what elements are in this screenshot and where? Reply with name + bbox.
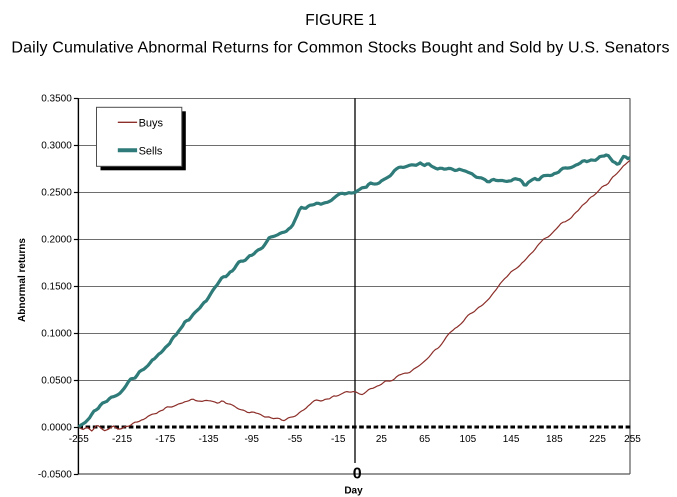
svg-text:-0.0500: -0.0500 [38, 469, 72, 480]
svg-text:0.2000: 0.2000 [41, 234, 72, 245]
svg-text:0.1000: 0.1000 [41, 328, 72, 339]
svg-text:225: 225 [589, 434, 606, 445]
svg-text:FIGURE 1: FIGURE 1 [305, 12, 376, 29]
svg-text:0: 0 [353, 466, 362, 483]
svg-text:65: 65 [419, 434, 431, 445]
svg-text:0.3000: 0.3000 [41, 140, 72, 151]
svg-text:185: 185 [546, 434, 563, 445]
svg-text:-95: -95 [244, 434, 259, 445]
svg-text:-15: -15 [331, 434, 346, 445]
svg-text:-135: -135 [198, 434, 218, 445]
svg-text:Abnormal returns: Abnormal returns [17, 238, 28, 322]
svg-text:145: 145 [503, 434, 520, 445]
svg-text:Sells: Sells [139, 146, 163, 158]
svg-text:Day: Day [344, 486, 363, 497]
svg-text:-215: -215 [112, 434, 132, 445]
svg-text:-255: -255 [69, 434, 89, 445]
svg-text:0.2500: 0.2500 [41, 187, 72, 198]
svg-text:255: 255 [624, 434, 641, 445]
svg-text:0.0000: 0.0000 [41, 422, 72, 433]
svg-text:105: 105 [460, 434, 477, 445]
svg-text:0.1500: 0.1500 [41, 281, 72, 292]
svg-text:0.0500: 0.0500 [41, 375, 72, 386]
svg-text:-175: -175 [155, 434, 175, 445]
svg-text:25: 25 [376, 434, 388, 445]
svg-text:Daily Cumulative Abnormal Retu: Daily Cumulative Abnormal Returns for Co… [11, 40, 669, 57]
svg-text:-55: -55 [288, 434, 303, 445]
svg-text:0.3500: 0.3500 [41, 93, 72, 104]
svg-text:Buys: Buys [139, 118, 164, 130]
